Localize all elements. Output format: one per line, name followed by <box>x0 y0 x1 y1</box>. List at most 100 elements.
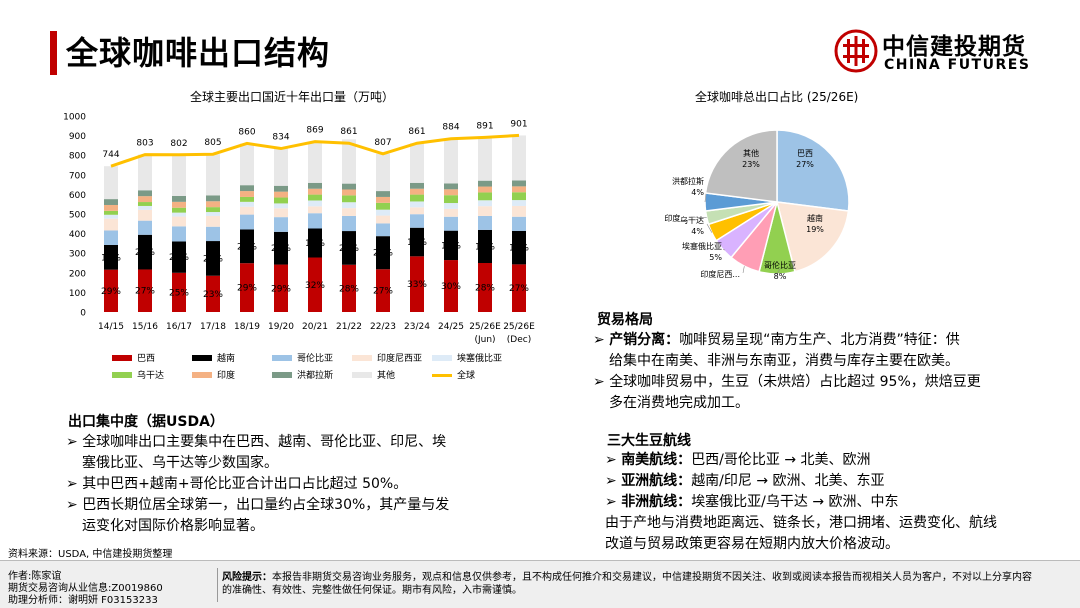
bar-segment <box>410 194 424 202</box>
pie-slice-value: 4% <box>691 227 704 236</box>
bar-segment <box>444 216 458 231</box>
bar-data-label: 22% <box>203 254 223 264</box>
bar-segment <box>342 215 356 232</box>
bar-segment <box>308 206 322 214</box>
logo-text-cn: 中信建投期货 <box>882 34 1026 60</box>
x-tick-label: 14/15 <box>98 322 124 332</box>
bar-segment <box>308 141 322 183</box>
bar-segment <box>342 208 356 216</box>
bar-data-label: 20% <box>237 242 257 252</box>
export-concentration-list: ➢ 全球咖啡出口主要集中在巴西、越南、哥伦比亚、印尼、埃 塞俄比亚、乌干达等少数… <box>66 432 536 537</box>
bar-segment <box>410 143 424 183</box>
bar-segment <box>206 226 220 242</box>
bar-segment <box>478 186 492 193</box>
bar-segment <box>172 226 186 242</box>
x-tick-label: 24/25 <box>438 322 464 332</box>
bar-segment <box>240 214 254 230</box>
legend-swatch <box>112 355 132 361</box>
x-tick-label: 21/22 <box>336 322 362 332</box>
bar-segment <box>138 154 152 191</box>
legend-swatch <box>272 355 292 361</box>
bar-segment <box>206 215 220 227</box>
pie-slice-name: 其他 <box>743 148 759 158</box>
bar-data-label: 21% <box>373 249 393 259</box>
bar-segment <box>172 154 186 196</box>
bar-segment <box>138 190 152 197</box>
pie-slice-value: 19% <box>806 225 824 234</box>
list-item-continued: 多在消费地完成加工。 <box>609 395 749 411</box>
bar-data-label: 17% <box>441 241 461 251</box>
bar-segment <box>342 264 356 312</box>
legend-label: 印度尼西亚 <box>377 352 422 364</box>
title-accent-bar <box>50 31 57 75</box>
y-tick-label: 600 <box>69 191 86 201</box>
bar-data-label: 30% <box>441 282 461 292</box>
pie-slice-name: 巴西 <box>797 149 813 158</box>
y-tick-label: 500 <box>69 211 86 221</box>
bar-segment <box>206 275 220 312</box>
bar-data-label: 27% <box>509 284 529 294</box>
bar-segment <box>376 209 390 216</box>
bar-segment <box>376 191 390 197</box>
bar-data-label: 29% <box>237 284 257 294</box>
bar-segment <box>240 206 254 215</box>
legend-swatch <box>352 355 372 361</box>
bar-segment <box>274 197 288 204</box>
pie-slice-name: 印度... <box>664 213 688 223</box>
bar-segment <box>444 260 458 312</box>
bar-segment <box>172 201 186 208</box>
pie-slice-value: 4% <box>691 188 704 197</box>
line-data-label: 860 <box>238 127 255 137</box>
bar-segment <box>274 191 288 198</box>
x-tick-label: 20/21 <box>302 322 328 332</box>
bar-segment <box>172 272 186 312</box>
trade-pattern-list: ➢ 产销分离：咖啡贸易呈现“南方生产、北方消费”特征：供 给集中在南美、非洲与东… <box>593 330 1063 414</box>
bar-segment <box>342 139 356 184</box>
legend-label: 埃塞俄比亚 <box>457 352 502 364</box>
line-data-label: 884 <box>442 123 459 133</box>
bar-segment <box>274 217 288 232</box>
legend-label: 全球 <box>457 369 475 381</box>
bar-data-label: 33% <box>407 280 427 290</box>
data-source: 资料来源：USDA, 中信建投期货整理 <box>8 549 173 560</box>
bar-data-label: 17% <box>407 238 427 248</box>
bar-data-label: 20% <box>271 244 291 254</box>
bar-segment <box>104 214 118 219</box>
pie-slice-name: 印度尼西... <box>700 269 740 279</box>
bar-data-label: 19% <box>475 242 495 252</box>
bar-segment <box>274 203 288 209</box>
bar-segment <box>240 143 254 186</box>
x-tick-label: 22/23 <box>370 322 396 332</box>
pie-leader-line <box>742 266 745 274</box>
pie-slice-name: 越南 <box>807 213 823 223</box>
export-concentration-heading: 出口集中度（据USDA） <box>68 414 224 430</box>
y-tick-label: 100 <box>69 289 86 299</box>
export-share-pie-chart: 巴西27%越南19%哥伦比亚8%印度尼西...埃塞俄比亚5%乌干达4%印度...… <box>664 129 850 281</box>
footer-divider <box>0 560 1080 561</box>
pie-slice-name: 埃塞俄比亚 <box>682 241 722 251</box>
footer-risk-line1: 风险提示：本报告非期货交易咨询业务服务，观点和信息仅供参考，且不构成任何推介和交… <box>222 572 1032 583</box>
bar-data-label: 27% <box>373 287 393 297</box>
bar-segment <box>342 231 356 265</box>
bar-segment <box>410 227 424 257</box>
trade-pattern-heading: 贸易格局 <box>597 312 653 328</box>
legend-label: 巴西 <box>137 353 155 364</box>
bar-segment <box>138 196 152 203</box>
list-item-continued: 运变化对国际价格影响显著。 <box>82 518 264 534</box>
legend-label: 乌干达 <box>137 369 164 381</box>
bar-segment <box>410 182 424 189</box>
x-tick-label: 19/20 <box>268 322 294 332</box>
bar-segment <box>206 201 220 208</box>
y-tick-label: 800 <box>69 152 86 162</box>
footer-license: 期货交易咨询从业信息:Z0019860 <box>8 583 163 594</box>
line-data-label: 805 <box>204 138 221 148</box>
bar-segment <box>478 200 492 207</box>
footer <box>0 561 1080 608</box>
bar-data-label: 22% <box>135 248 155 258</box>
line-data-label: 901 <box>510 119 527 129</box>
bar-segment <box>172 195 186 202</box>
route-item: ➢ 非洲航线：埃塞俄比亚/乌干达 → 欧洲、中东 <box>605 494 899 510</box>
bar-segment <box>444 189 458 196</box>
list-item: ➢ 产销分离：咖啡贸易呈现“南方生产、北方消费”特征：供 <box>593 332 960 348</box>
pie-slice-value: 8% <box>774 272 787 281</box>
